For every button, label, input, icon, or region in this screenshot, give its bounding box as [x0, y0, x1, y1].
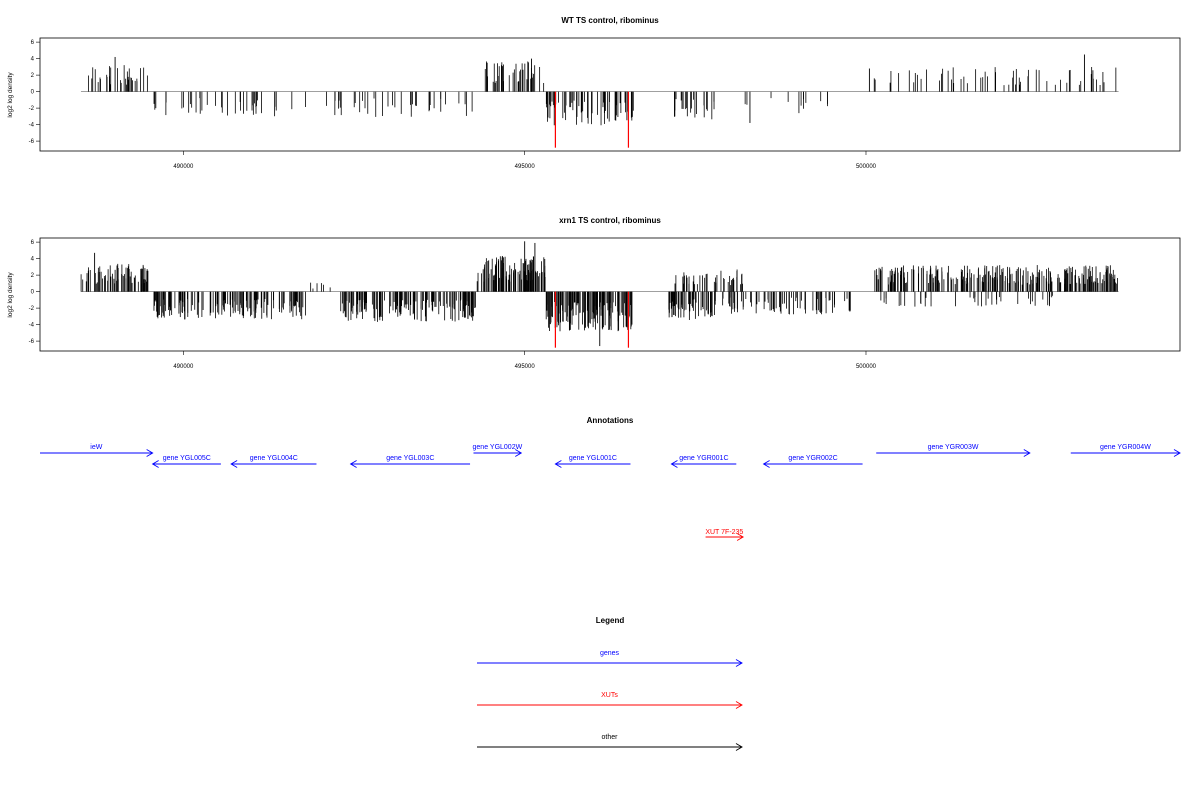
panel2-ylabel: log2 log density	[7, 272, 14, 318]
legend-gene-arrowhead	[735, 659, 743, 667]
y-tick-label: -4	[29, 123, 35, 129]
gene-arrow-label: ieW	[90, 444, 102, 451]
gene-arrow-label: gene YGR004W	[1100, 444, 1151, 451]
gene-arrow-arrowhead	[670, 460, 678, 468]
panel1-ylabel: log2 log density	[7, 72, 14, 118]
x-tick-label: 500000	[856, 364, 877, 370]
gene-arrow-arrowhead	[554, 460, 562, 468]
x-tick-label: 495000	[515, 164, 536, 170]
y-tick-label: 0	[31, 90, 35, 96]
legend: genes XUTs other	[477, 650, 743, 751]
gene-arrow-label: gene YGL002W	[473, 444, 523, 451]
gene-arrow-label: gene YGR002C	[788, 455, 837, 462]
y-tick-label: 2	[31, 273, 35, 279]
y-tick-label: -2	[29, 106, 35, 112]
x-tick-label: 490000	[173, 364, 194, 370]
legend-gene-label: genes	[600, 650, 620, 657]
panel2-title: xrn1 TS control, ribominus	[559, 216, 661, 225]
xut-arrow-arrowhead	[736, 533, 745, 541]
xut-arrow-label: XUT 7F-235	[705, 529, 743, 536]
y-tick-label: 4	[31, 57, 35, 63]
gene-arrow-label: gene YGR003W	[928, 444, 979, 451]
gene-arrow-arrowhead	[146, 449, 154, 457]
panel1-wt-chart: -6 -4 -2 0 2 4 6 490000 495000 500000	[29, 37, 1181, 170]
gene-arrow-label: gene YGR001C	[679, 455, 728, 462]
y-tick-label: 0	[31, 290, 35, 296]
legend-title: Legend	[596, 616, 625, 625]
gene-arrow-arrowhead	[349, 460, 357, 468]
y-tick-label: -4	[29, 323, 35, 329]
gene-arrow-label: gene YGL001C	[569, 455, 617, 462]
x-tick-label: 490000	[173, 164, 194, 170]
x-tick-label: 500000	[856, 164, 877, 170]
legend-other-arrowhead	[735, 743, 743, 751]
y-tick-label: -6	[29, 339, 35, 345]
gene-arrow-arrowhead	[515, 449, 523, 457]
annotations-title: Annotations	[587, 416, 634, 425]
gene-arrow-arrowhead	[151, 460, 159, 468]
gene-arrow-arrowhead	[1023, 449, 1031, 457]
plot-frame	[39, 37, 1181, 152]
gene-arrow-arrowhead	[1173, 449, 1181, 457]
panel2-xrn1-chart: -6 -4 -2 0 2 4 6 490000 495000 500000	[29, 237, 1181, 370]
plot-frame	[39, 237, 1181, 352]
gene-arrow-label: gene YGL005C	[163, 455, 211, 462]
y-tick-label: 6	[31, 240, 35, 246]
legend-xut-label: XUTs	[601, 692, 618, 699]
panel1-title: WT TS control, ribominus	[561, 16, 659, 25]
y-tick-label: 4	[31, 257, 35, 263]
y-tick-label: 6	[31, 40, 35, 46]
gene-arrow-label: gene YGL004C	[250, 455, 298, 462]
y-tick-label: -6	[29, 139, 35, 145]
gene-arrow-arrowhead	[762, 460, 770, 468]
y-tick-label: 2	[31, 73, 35, 79]
gene-arrow-label: gene YGL003C	[386, 455, 434, 462]
annotations-track: ieW gene YGL005C gene YGL004C gene YGL003C g…	[40, 444, 1181, 541]
legend-other-label: other	[602, 734, 619, 741]
gene-arrow-arrowhead	[230, 460, 238, 468]
legend-xut-arrowhead	[735, 701, 743, 709]
y-tick-label: -2	[29, 306, 35, 312]
x-tick-label: 495000	[515, 364, 536, 370]
